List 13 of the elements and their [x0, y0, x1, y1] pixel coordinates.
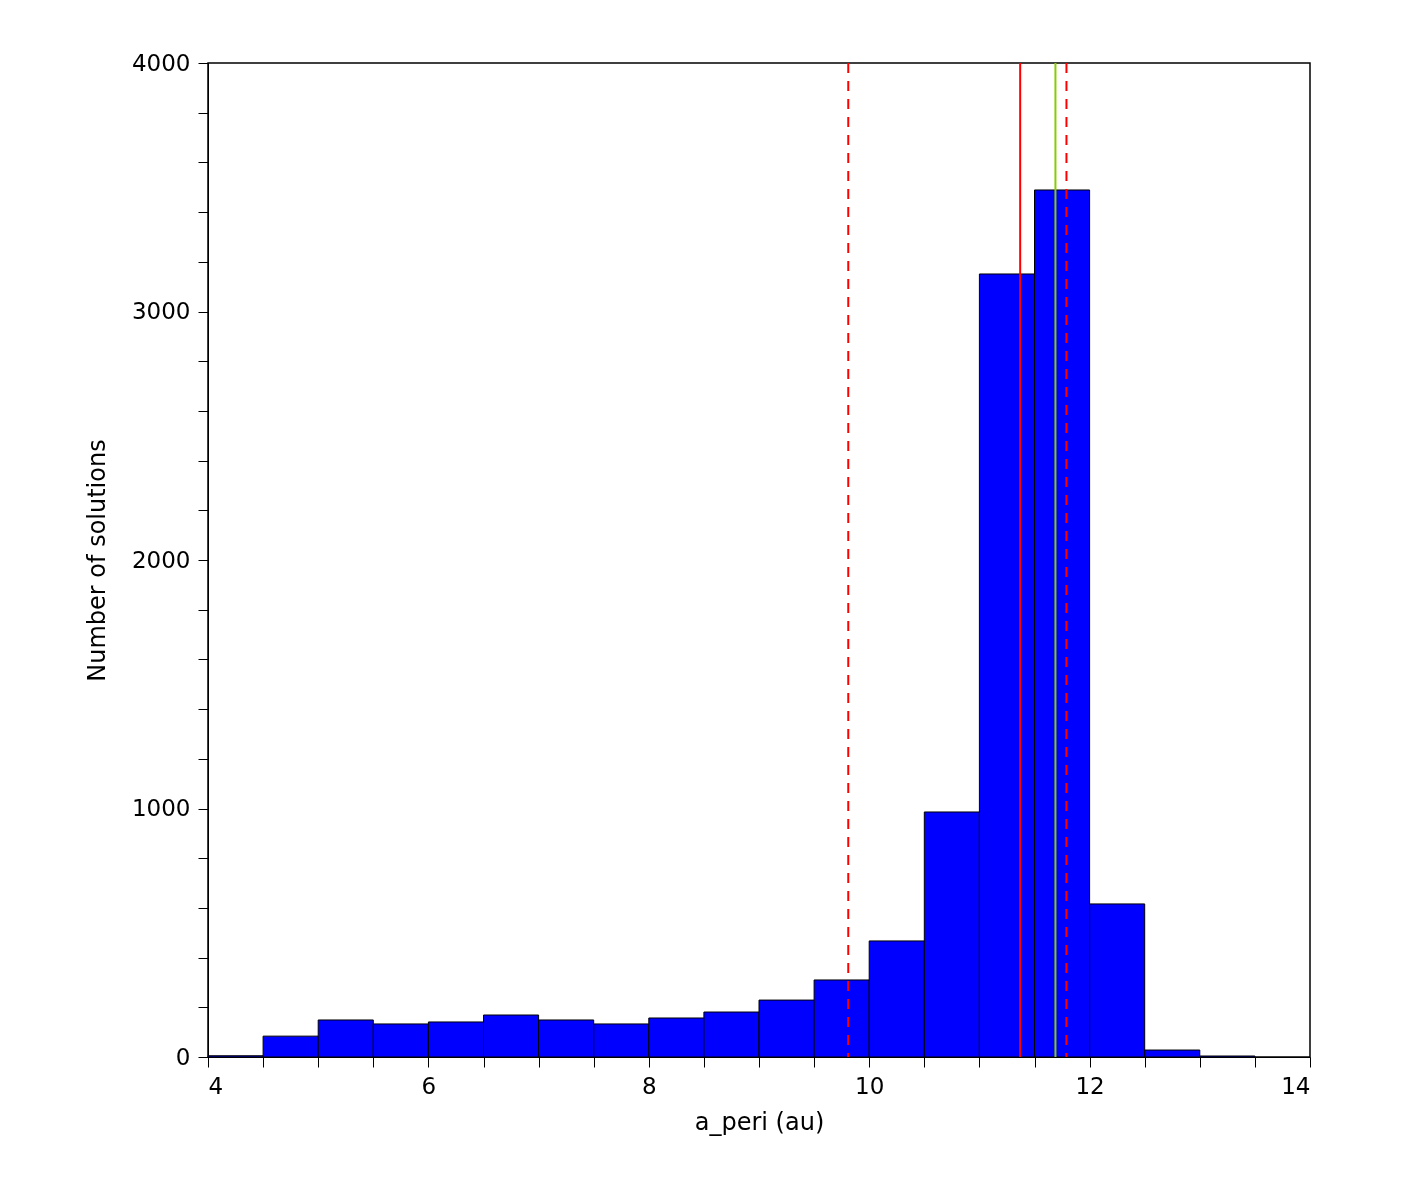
y-axis-title: Number of solutions — [82, 439, 111, 682]
x-tick-label: 10 — [855, 1072, 885, 1099]
x-axis-title: a_peri (au) — [694, 1107, 825, 1136]
x-tick-label: 6 — [421, 1072, 437, 1099]
y-tick-label: 1000 — [131, 795, 191, 821]
x-tick-label: 14 — [1281, 1072, 1311, 1099]
y-tick-label: 0 — [175, 1043, 191, 1070]
y-tick-label: 3000 — [131, 298, 191, 324]
y-tick-label: 2000 — [131, 546, 191, 573]
x-tick-label: 8 — [641, 1072, 657, 1099]
y-tick-label: 4000 — [131, 49, 191, 76]
x-tick-label: 12 — [1075, 1072, 1105, 1099]
x-tick-label: 4 — [208, 1072, 224, 1099]
